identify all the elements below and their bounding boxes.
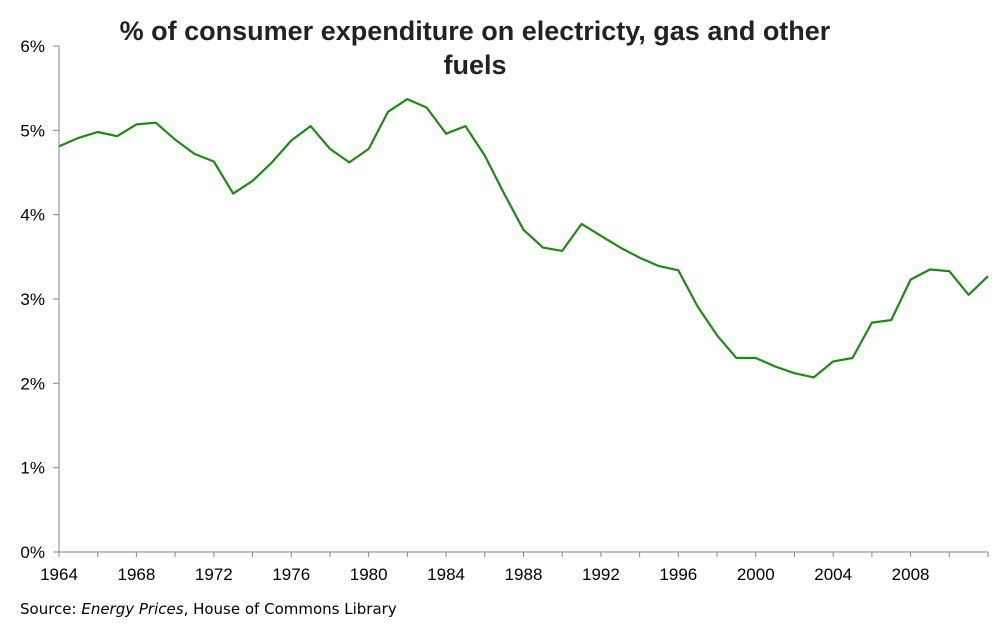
source-prefix: Source: <box>20 600 82 618</box>
x-tick-label: 1988 <box>505 565 543 584</box>
x-tick-label: 1992 <box>582 565 620 584</box>
x-tick-label: 2000 <box>737 565 775 584</box>
plot-lines <box>58 97 989 379</box>
y-tick-label: 1% <box>20 459 45 478</box>
x-tick-label: 1964 <box>40 565 78 584</box>
x-tick-label: 1972 <box>195 565 233 584</box>
source-suffix: , House of Commons Library <box>183 600 397 618</box>
y-tick-label: 4% <box>20 206 45 225</box>
x-tick-label: 1996 <box>659 565 697 584</box>
series-line <box>58 97 989 379</box>
y-tick-label: 3% <box>20 290 45 309</box>
x-tick-label: 2008 <box>892 565 930 584</box>
y-tick-label: 5% <box>20 121 45 140</box>
chart-title: % of consumer expenditure on electricty,… <box>119 16 831 80</box>
x-tick-label: 1984 <box>427 565 465 584</box>
x-tick-label: 1976 <box>272 565 310 584</box>
y-tick-label: 0% <box>20 543 45 562</box>
x-tick-label: 1968 <box>118 565 156 584</box>
y-tick-label: 2% <box>20 374 45 393</box>
x-tick-label: 2004 <box>814 565 852 584</box>
x-tick-label: 1980 <box>350 565 388 584</box>
y-axis: 0% 1% 2% 3% 4% 5% 6% <box>20 37 60 562</box>
x-axis: 1964 1968 1972 1976 1980 1984 1988 1992 1996 2000… <box>40 551 989 584</box>
source-note: Source: Energy Prices, House of Commons … <box>20 600 397 618</box>
y-tick-label: 6% <box>20 37 45 56</box>
source-publication: Energy Prices <box>81 600 184 618</box>
